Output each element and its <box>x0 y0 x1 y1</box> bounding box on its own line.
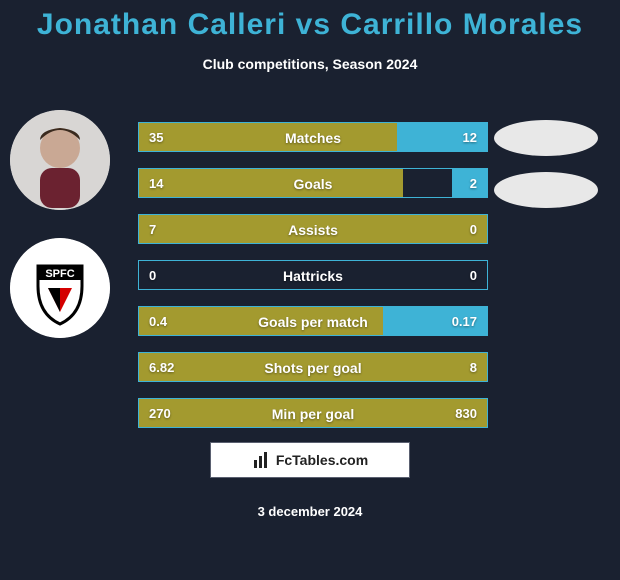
stat-value-left: 7 <box>149 215 156 245</box>
logo-text: FcTables.com <box>276 452 368 468</box>
avatars-column: SPFC <box>10 110 110 366</box>
stat-label: Goals per match <box>139 307 487 337</box>
stat-value-right: 12 <box>463 123 477 153</box>
player1-club-badge: SPFC <box>10 238 110 338</box>
stat-label: Matches <box>139 123 487 153</box>
stat-value-left: 14 <box>149 169 163 199</box>
bars-icon <box>252 450 272 470</box>
stat-value-right: 0 <box>470 215 477 245</box>
stat-value-left: 0 <box>149 261 156 291</box>
stat-row: Goals per match0.4 0.17 <box>138 306 488 336</box>
stat-label: Shots per goal <box>139 353 487 383</box>
club-badge-icon: SPFC <box>10 238 110 338</box>
stat-value-left: 6.82 <box>149 353 174 383</box>
stat-value-right: 2 <box>470 169 477 199</box>
stat-row: Shots per goal6.82 8 <box>138 352 488 382</box>
stat-row: Matches35 12 <box>138 122 488 152</box>
stats-bars: Matches3512Goals142Assists70Hattricks00G… <box>138 122 488 444</box>
date-label: 3 december 2024 <box>0 504 620 519</box>
stat-value-left: 35 <box>149 123 163 153</box>
fctables-logo[interactable]: FcTables.com <box>210 442 410 478</box>
stat-row: Goals14 2 <box>138 168 488 198</box>
stat-value-left: 0.4 <box>149 307 167 337</box>
svg-text:SPFC: SPFC <box>45 268 74 280</box>
subtitle: Club competitions, Season 2024 <box>0 56 620 72</box>
stat-value-left: 270 <box>149 399 171 429</box>
stat-label: Min per goal <box>139 399 487 429</box>
stat-value-right: 830 <box>455 399 477 429</box>
stat-label: Goals <box>139 169 487 199</box>
player-photo-placeholder-icon <box>10 110 110 210</box>
stat-value-right: 8 <box>470 353 477 383</box>
stat-row: Assists7 0 <box>138 214 488 244</box>
stat-row: Hattricks0 0 <box>138 260 488 290</box>
page-title: Jonathan Calleri vs Carrillo Morales <box>0 0 620 42</box>
player2-club-placeholder <box>494 172 598 208</box>
stat-row: Min per goal270 830 <box>138 398 488 428</box>
player2-column <box>494 120 598 224</box>
stat-label: Hattricks <box>139 261 487 291</box>
player1-avatar <box>10 110 110 210</box>
stat-value-right: 0.17 <box>452 307 477 337</box>
player2-avatar-placeholder <box>494 120 598 156</box>
stat-value-right: 0 <box>470 261 477 291</box>
stat-label: Assists <box>139 215 487 245</box>
